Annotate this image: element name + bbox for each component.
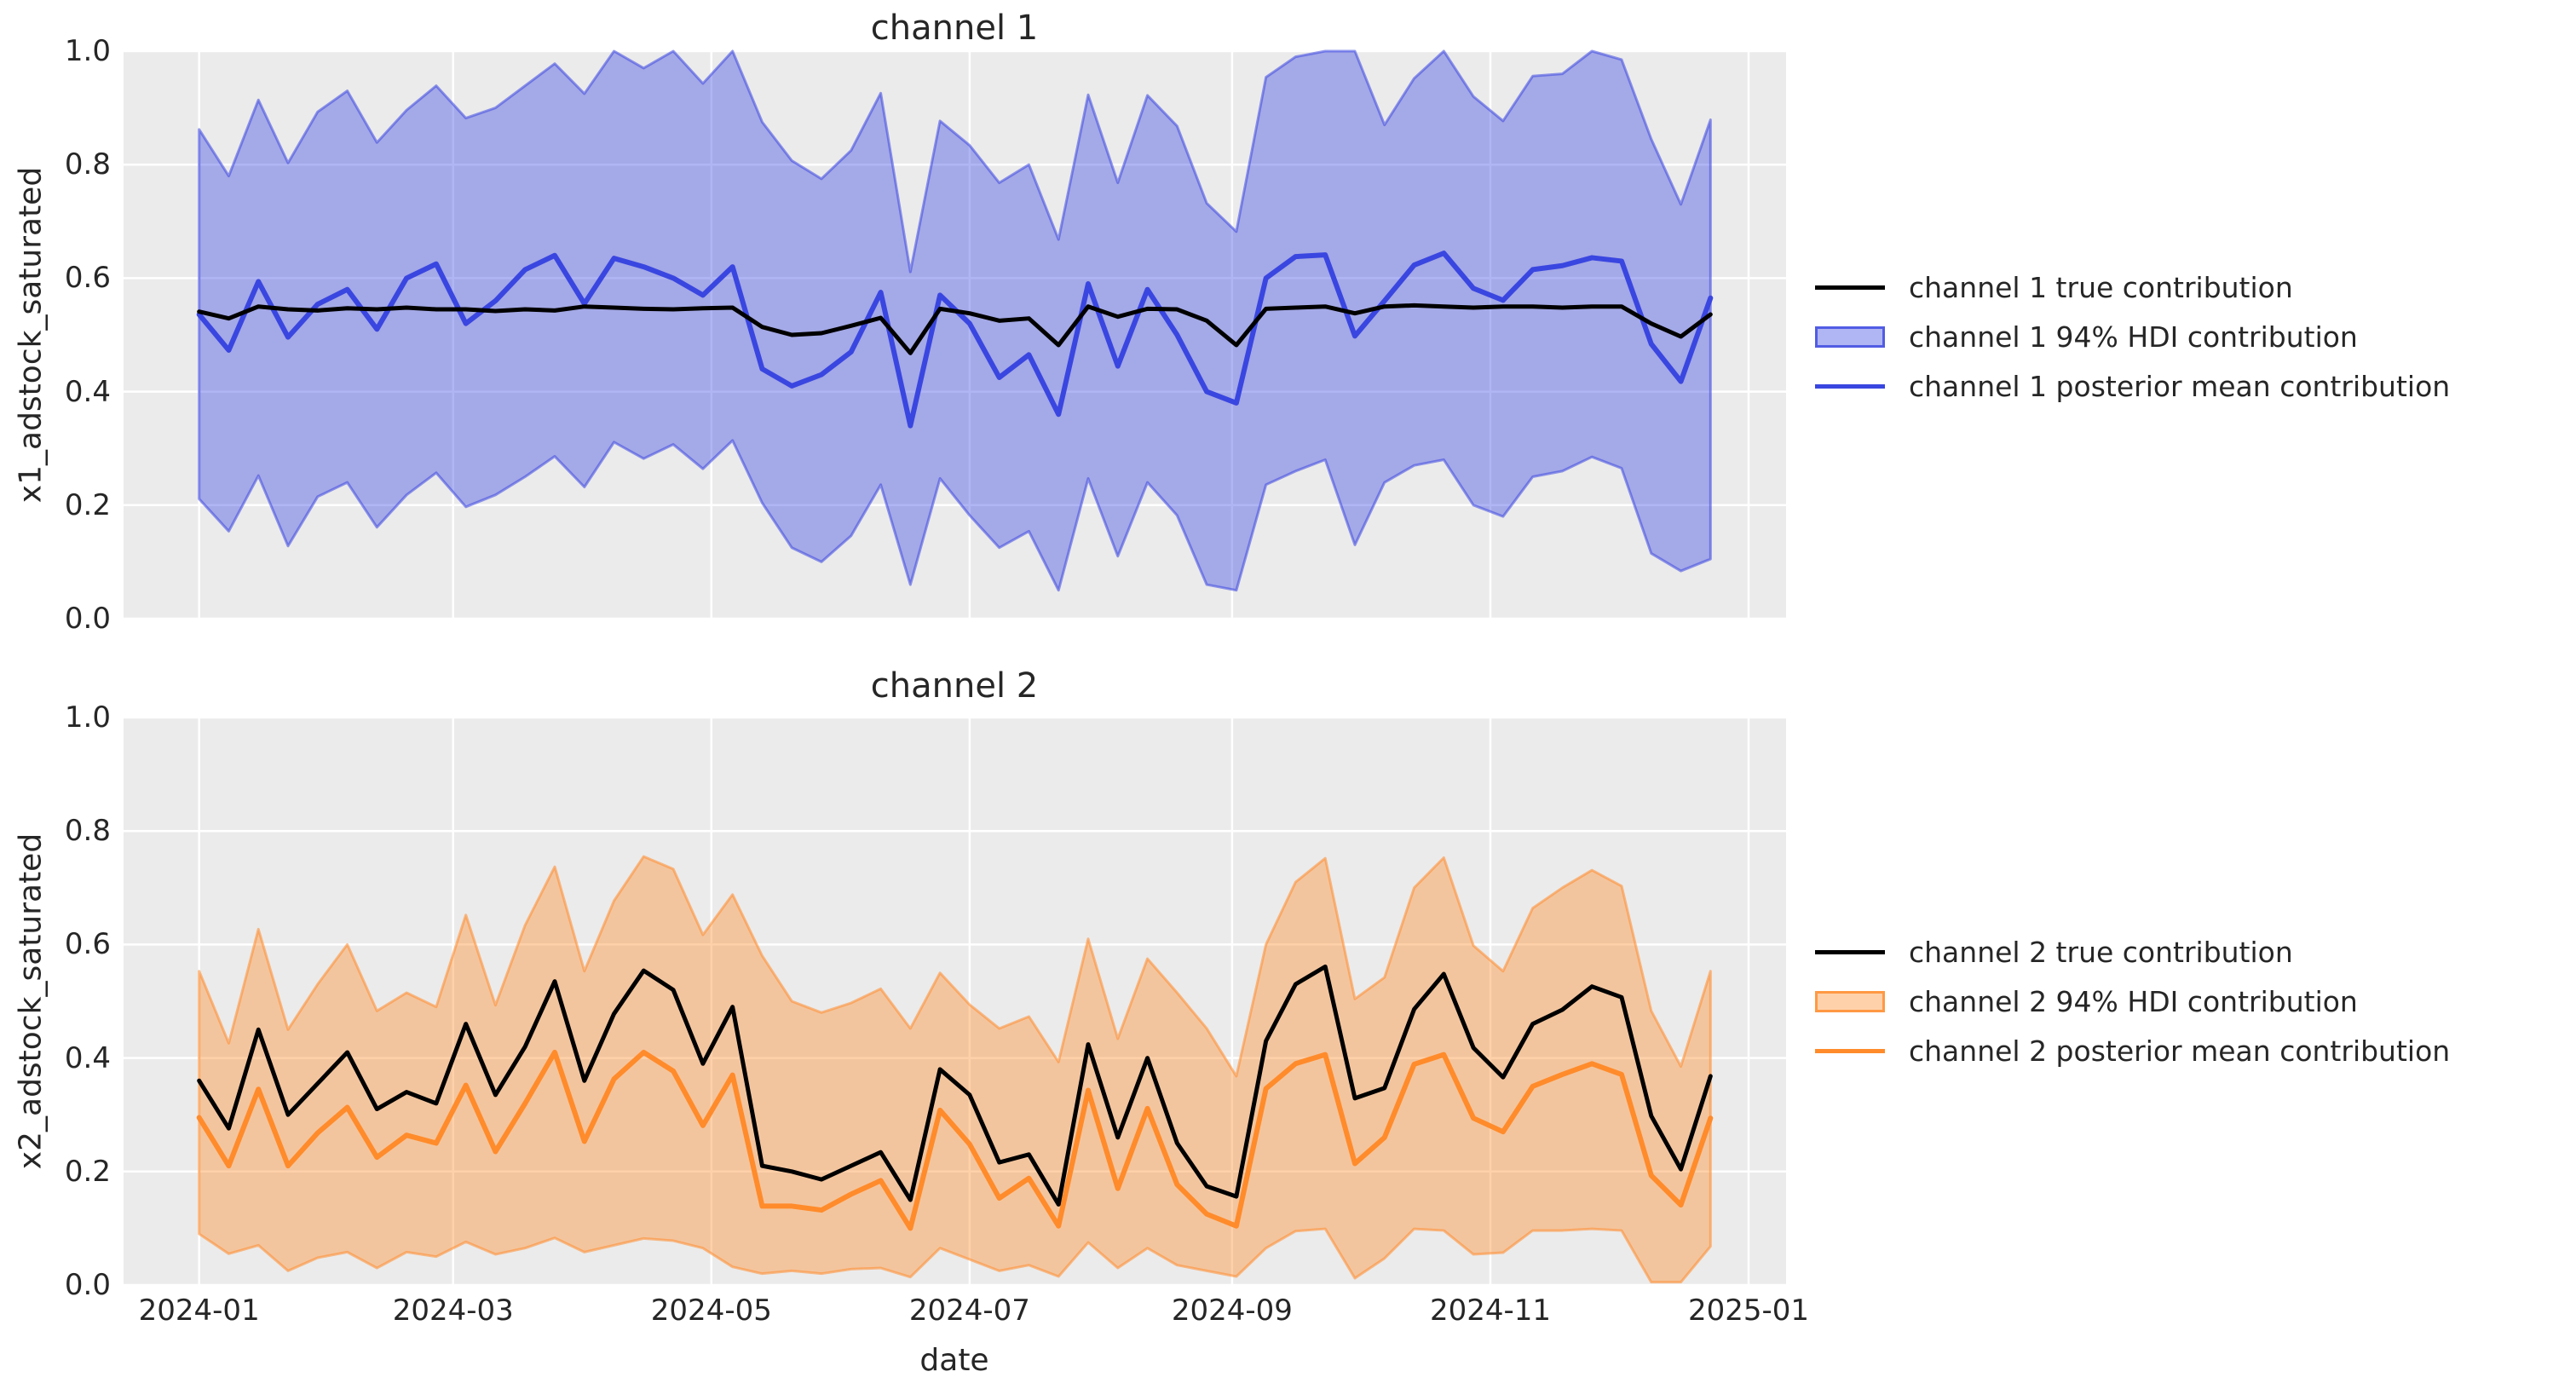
legend-item-label: channel 1 94% HDI contribution xyxy=(1909,320,2358,354)
legend-item-hdi: channel 1 94% HDI contribution xyxy=(1815,312,2450,361)
y-tick-label: 0.2 xyxy=(64,487,111,522)
true-line-swatch xyxy=(1815,285,1885,290)
x-tick-label: 2024-11 xyxy=(1429,1294,1551,1328)
y-tick-label: 1.0 xyxy=(64,34,111,68)
y-axis-label-channel-2: x2_adstock_saturated xyxy=(13,833,49,1170)
legend-item-true: channel 1 true contribution xyxy=(1815,262,2450,312)
x-tick-label: 2024-01 xyxy=(138,1294,260,1328)
legend-item-label: channel 1 true contribution xyxy=(1909,270,2293,304)
x-axis-label-date: date xyxy=(919,1343,989,1378)
legend-item-hdi: channel 2 94% HDI contribution xyxy=(1815,977,2450,1026)
x-tick-label: 2024-03 xyxy=(392,1294,514,1328)
legend-item-label: channel 2 true contribution xyxy=(1909,935,2293,969)
posterior-mean-line-swatch xyxy=(1815,1048,1885,1053)
x-tick-label: 2024-09 xyxy=(1171,1294,1293,1328)
hdi-patch-swatch xyxy=(1815,326,1885,348)
posterior-mean-line-swatch xyxy=(1815,383,1885,389)
legend-item-label: channel 2 94% HDI contribution xyxy=(1909,984,2358,1018)
legend-item-label: channel 2 posterior mean contribution xyxy=(1909,1034,2451,1068)
x-tick-label: 2024-05 xyxy=(650,1294,772,1328)
legend-item-true: channel 2 true contribution xyxy=(1815,927,2450,977)
subplot-title-channel-2: channel 2 xyxy=(870,666,1039,706)
true-line-swatch xyxy=(1815,949,1885,954)
legend-channel-2: channel 2 true contribution channel 2 94… xyxy=(1815,927,2450,1075)
legend-item-label: channel 1 posterior mean contribution xyxy=(1909,369,2451,403)
y-tick-label: 0.8 xyxy=(64,814,111,849)
y-tick-label: 0.2 xyxy=(64,1154,111,1189)
subplot-title-channel-1: channel 1 xyxy=(870,9,1039,48)
y-tick-label: 0.0 xyxy=(64,1268,111,1302)
y-tick-label: 0.0 xyxy=(64,602,111,636)
x-tick-label: 2024-07 xyxy=(908,1294,1030,1328)
hdi-patch-swatch xyxy=(1815,990,1885,1012)
y-tick-label: 0.6 xyxy=(64,261,111,296)
legend-channel-1: channel 1 true contribution channel 1 94… xyxy=(1815,262,2450,411)
y-axis-label-channel-1: x1_adstock_saturated xyxy=(13,166,49,504)
y-tick-label: 0.4 xyxy=(64,1040,111,1075)
legend-item-posterior-mean: channel 2 posterior mean contribution xyxy=(1815,1026,2450,1075)
y-tick-label: 0.8 xyxy=(64,147,111,182)
y-tick-label: 0.6 xyxy=(64,927,111,962)
y-tick-label: 0.4 xyxy=(64,374,111,409)
x-tick-label: 2025-01 xyxy=(1688,1294,1810,1328)
y-tick-label: 1.0 xyxy=(64,700,111,735)
legend-item-posterior-mean: channel 1 posterior mean contribution xyxy=(1815,361,2450,411)
